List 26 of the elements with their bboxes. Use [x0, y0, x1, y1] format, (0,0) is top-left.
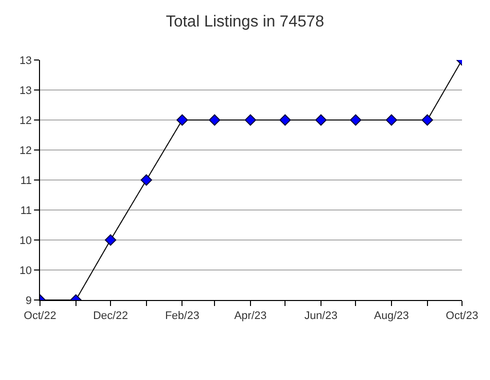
x-tick-label: Oct/22 — [24, 310, 56, 322]
x-tick-label: Jun/23 — [304, 310, 338, 322]
y-tick-label: 10 — [20, 264, 32, 277]
x-tick-label: Oct/23 — [446, 310, 478, 322]
x-tick-label: Aug/23 — [374, 310, 409, 322]
y-tick-label: 9 — [26, 294, 32, 307]
y-tick-label: 12 — [20, 144, 32, 157]
point — [386, 114, 398, 126]
chart-title: Total Listings in 74578 — [166, 13, 324, 30]
y-tick-label: 13 — [20, 54, 32, 67]
y-tick-label: 11 — [20, 204, 32, 217]
point — [140, 174, 152, 186]
point — [244, 114, 256, 126]
x-tick-label: Feb/23 — [165, 310, 200, 322]
point — [422, 114, 434, 126]
y-tick-label: 11 — [20, 174, 32, 187]
y-tick-label: 10 — [20, 234, 32, 247]
point — [208, 114, 220, 126]
point — [350, 114, 362, 126]
point — [315, 114, 327, 126]
point — [176, 114, 188, 126]
x-tick-label: Apr/23 — [234, 310, 267, 322]
y-tick-label: 13 — [20, 84, 32, 97]
y-tick-label: 12 — [20, 114, 32, 127]
x-tick-label: Dec/22 — [93, 310, 128, 322]
point — [279, 114, 291, 126]
